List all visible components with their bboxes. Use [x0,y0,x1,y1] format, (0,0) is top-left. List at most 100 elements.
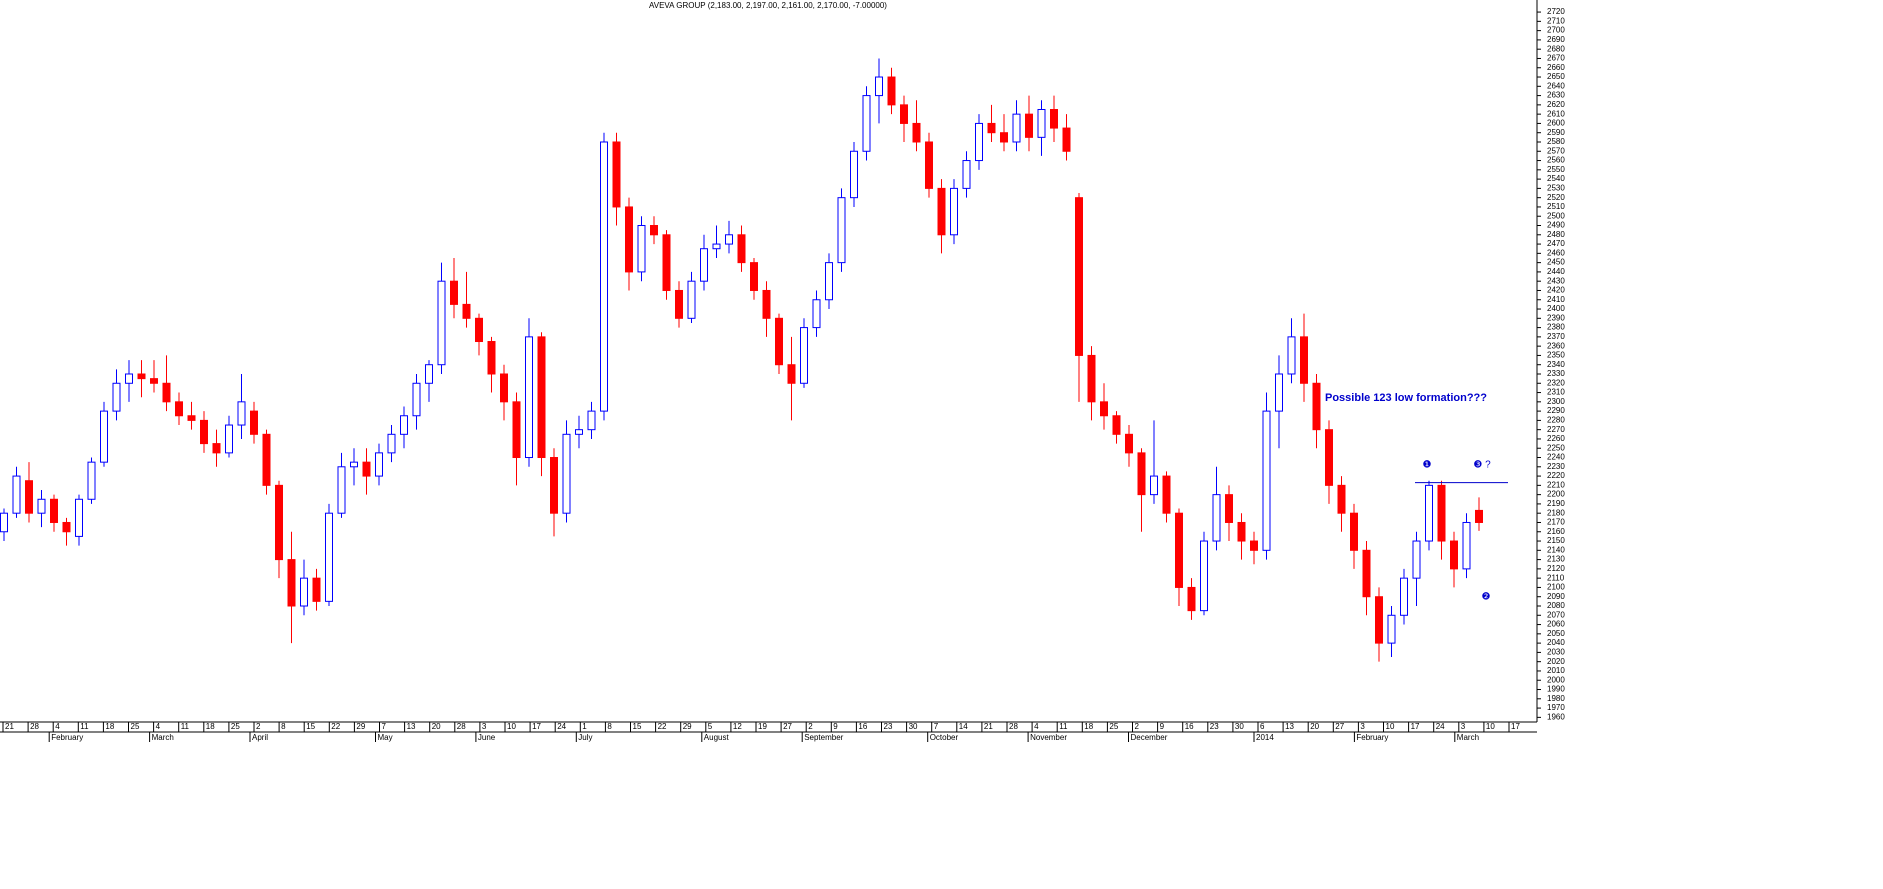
x-tick-label: 20 [1310,722,1319,731]
y-tick-label: 2600 [1547,119,1565,128]
candle-body [25,480,33,514]
candle-body [162,382,171,403]
x-tick-label: 13 [407,722,416,731]
x-tick-label: 5 [708,722,713,731]
x-tick-label: 22 [658,722,667,731]
y-tick-label: 2160 [1547,527,1565,536]
x-tick-label: 25 [1109,722,1118,731]
candle-body [1237,521,1246,542]
y-tick-label: 2000 [1547,675,1565,684]
y-tick-label: 2040 [1547,638,1565,647]
x-tick-label: 9 [1160,722,1165,731]
y-tick-label: 2420 [1547,286,1565,295]
candle-body [1150,475,1158,496]
candle-body [325,512,333,602]
month-label: November [1030,733,1067,742]
candle-body [312,577,321,602]
candle-body [300,577,308,607]
x-tick-label: 30 [1235,722,1244,731]
annotation: ❷ [1482,592,1491,603]
x-tick-label: 30 [909,722,918,731]
x-tick-label: 29 [683,722,692,731]
y-tick-label: 2500 [1547,211,1565,220]
candle-body [887,76,896,106]
candle-body [537,336,546,459]
candle-body [812,299,821,329]
y-tick-label: 1970 [1547,703,1565,712]
candle-body [175,401,183,417]
y-tick-label: 2410 [1547,295,1565,304]
x-tick-label: 3 [1461,722,1466,731]
x-tick-label: 8 [607,722,612,731]
y-tick-label: 2080 [1547,601,1565,610]
x-tick-label: 10 [1386,722,1395,731]
month-label: March [1457,733,1479,742]
x-tick-label: 28 [1009,722,1018,731]
y-tick-label: 2230 [1547,462,1565,471]
candle-body [737,234,746,264]
candle-body [1100,401,1108,417]
candle-body [650,225,658,236]
y-tick-label: 2400 [1547,304,1565,313]
y-tick-label: 2210 [1547,480,1565,489]
month-label: March [152,733,174,742]
candle-body [1200,540,1208,612]
y-tick-label: 2090 [1547,592,1565,601]
candle-body [1275,373,1283,412]
candle-body [1125,433,1133,454]
y-tick-label: 2700 [1547,26,1565,35]
y-tick-label: 2170 [1547,518,1565,527]
candle-body [1087,354,1096,403]
candle-body [500,373,508,403]
month-label: June [478,733,496,742]
candle-body [562,433,571,514]
y-tick-label: 2590 [1547,128,1565,137]
y-tick-label: 2100 [1547,583,1565,592]
x-tick-label: 17 [532,722,541,731]
candle-body [637,225,646,273]
candle-body [62,521,71,533]
candle-body [512,401,521,459]
candle-body [450,280,458,305]
candle-body [87,461,96,500]
month-label: October [930,733,959,742]
month-label: December [1131,733,1168,742]
candle-body [587,410,596,431]
x-tick-label: 24 [1436,722,1445,731]
candle-body [687,280,696,319]
candle-body [100,410,108,463]
y-tick-label: 2570 [1547,146,1565,155]
candle-body [212,443,221,454]
candle-body [675,289,683,319]
candle-body [612,141,621,208]
y-tick-label: 2690 [1547,35,1565,44]
y-tick-label: 2300 [1547,397,1565,406]
candle-body [150,378,158,384]
y-tick-label: 2640 [1547,81,1565,90]
candle-body [1225,494,1233,523]
y-tick-label: 2490 [1547,221,1565,230]
x-tick-label: 1 [582,722,587,731]
annotation: ❶ [1423,460,1432,471]
candle-body [850,150,858,199]
x-tick-label: 15 [633,722,642,731]
candle-body [862,95,871,152]
candle-body [1350,512,1358,551]
candle-body [187,415,196,421]
x-tick-label: 10 [507,722,516,731]
candle-body [787,364,796,384]
candle-body [1412,540,1421,579]
x-tick-label: 21 [984,722,993,731]
y-tick-label: 2620 [1547,100,1565,109]
annotation: Possible 123 low formation??? [1325,392,1487,404]
x-tick-label: 15 [306,722,315,731]
candle-body [1112,415,1121,435]
y-tick-label: 2060 [1547,620,1565,629]
candle-body [925,141,933,189]
y-tick-label: 2030 [1547,648,1565,657]
month-label: August [704,733,730,742]
y-tick-label: 2310 [1547,388,1565,397]
x-tick-label: 25 [131,722,140,731]
